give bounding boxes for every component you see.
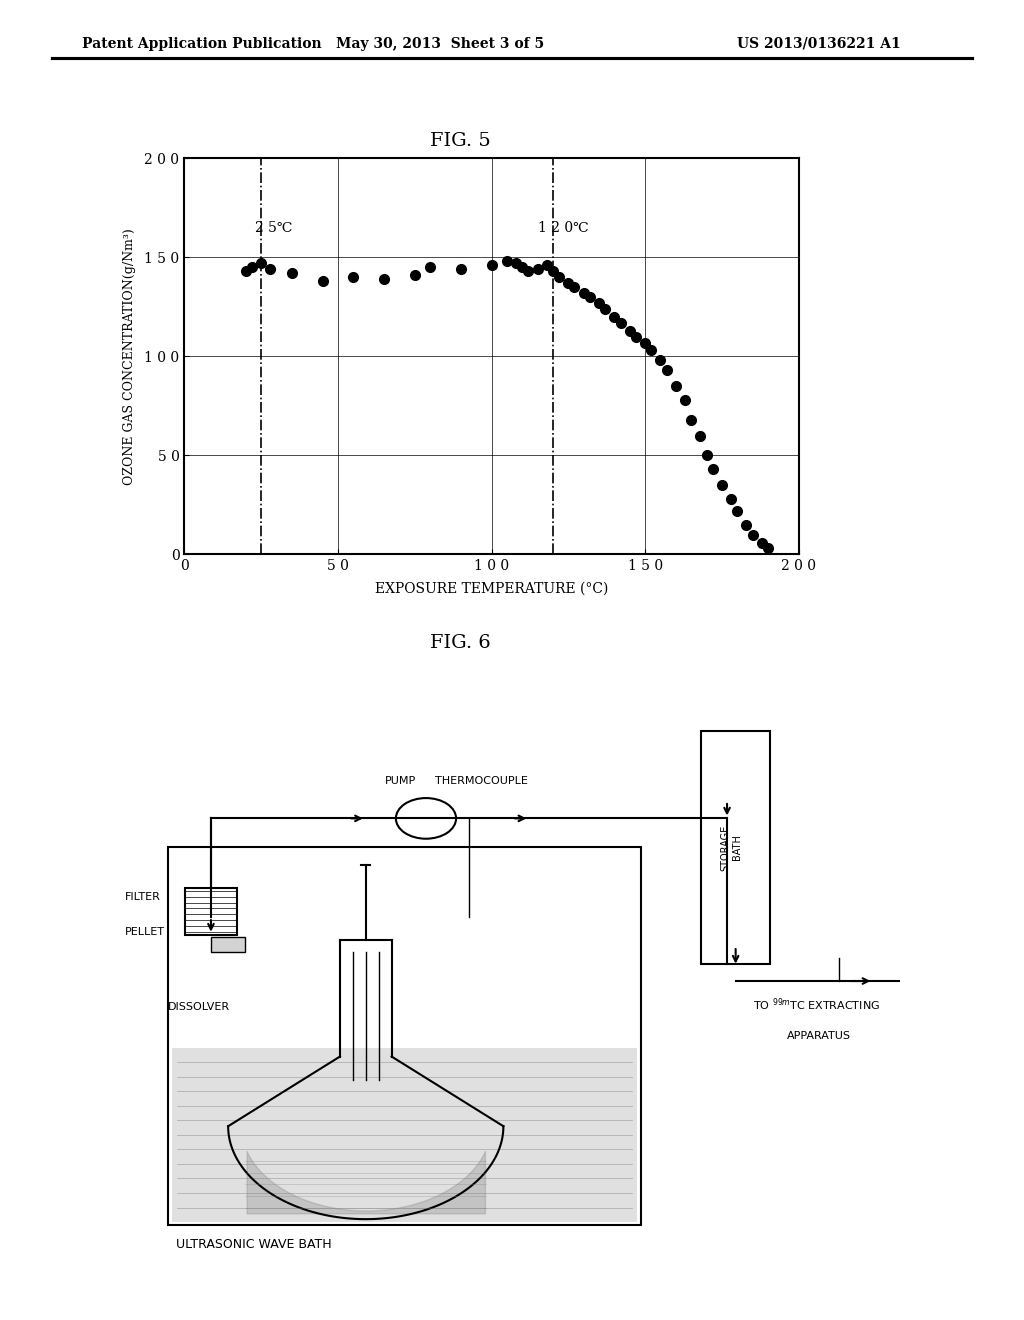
Bar — [168, 847, 641, 1225]
Y-axis label: OZONE GAS CONCENTRATION(g/Nm³): OZONE GAS CONCENTRATION(g/Nm³) — [123, 228, 136, 484]
Text: US 2013/0136221 A1: US 2013/0136221 A1 — [737, 37, 901, 51]
Text: PUMP: PUMP — [385, 776, 416, 785]
Text: May 30, 2013  Sheet 3 of 5: May 30, 2013 Sheet 3 of 5 — [336, 37, 545, 51]
Bar — [211, 937, 246, 952]
Text: FILTER: FILTER — [125, 892, 161, 902]
Text: DISSOLVER: DISSOLVER — [168, 1002, 230, 1012]
X-axis label: EXPOSURE TEMPERATURE (°C): EXPOSURE TEMPERATURE (°C) — [375, 582, 608, 595]
Text: PELLET: PELLET — [125, 927, 165, 937]
Bar — [185, 888, 237, 935]
Text: APPARATUS: APPARATUS — [787, 1031, 851, 1041]
Text: Patent Application Publication: Patent Application Publication — [82, 37, 322, 51]
Text: 2 5℃: 2 5℃ — [255, 220, 292, 235]
Text: THERMOCOUPLE: THERMOCOUPLE — [434, 776, 527, 785]
Bar — [701, 731, 770, 964]
Text: 1 2 0℃: 1 2 0℃ — [538, 220, 588, 235]
Text: TO $^{99m}$TC EXTRACTING: TO $^{99m}$TC EXTRACTING — [753, 997, 880, 1014]
Text: FIG. 6: FIG. 6 — [430, 634, 492, 652]
Text: ULTRASONIC WAVE BATH: ULTRASONIC WAVE BATH — [176, 1238, 332, 1251]
Bar — [172, 1048, 637, 1222]
Text: FIG. 5: FIG. 5 — [430, 132, 492, 150]
Text: STORAGE
BATH: STORAGE BATH — [721, 824, 742, 871]
